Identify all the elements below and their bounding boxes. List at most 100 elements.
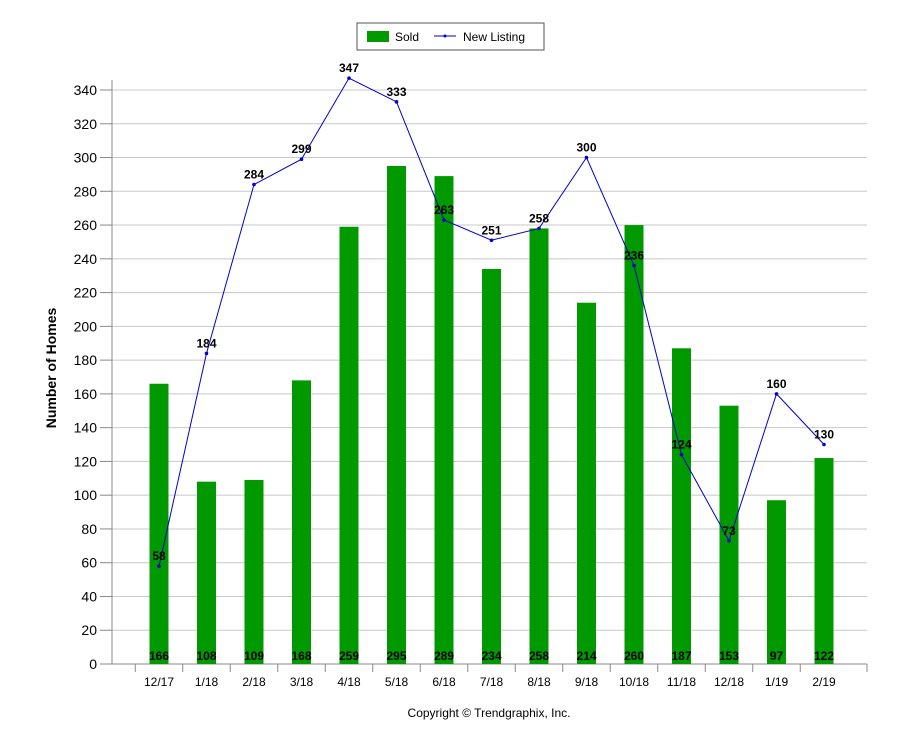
sold-data-label: 214 (576, 649, 596, 663)
new-listing-point (489, 238, 494, 243)
y-tick-label: 140 (74, 420, 98, 436)
new-listing-data-label: 58 (152, 549, 166, 563)
new-listing-data-label: 73 (722, 524, 736, 538)
sold-data-label: 260 (624, 649, 644, 663)
x-tick-label: 10/18 (619, 675, 649, 689)
y-tick-label: 60 (81, 555, 97, 571)
new-listing-line (157, 76, 826, 568)
sold-data-label: 234 (481, 649, 501, 663)
sold-data-label: 187 (671, 649, 691, 663)
sold-data-labels: 166 108 109 168 259 295 289 234 258 214 260 187 153 9… (149, 649, 834, 663)
y-tick-label: 260 (74, 217, 98, 233)
new-listing-data-label: 347 (339, 61, 359, 75)
x-tick-label: 6/18 (432, 675, 456, 689)
sold-data-label: 109 (244, 649, 264, 663)
sold-bar (292, 380, 311, 664)
new-listing-point (157, 564, 161, 568)
x-tick-label: 5/18 (385, 675, 409, 689)
y-tick-label: 180 (74, 352, 98, 368)
new-listing-data-label: 333 (386, 85, 406, 99)
new-listing-point (632, 263, 636, 268)
sold-bar (719, 405, 739, 664)
new-listing-data-label: 258 (529, 211, 549, 225)
new-listing-data-label: 299 (291, 142, 311, 156)
new-listing-point (347, 76, 351, 80)
copyright: Copyright © Trendgraphix, Inc. (408, 706, 571, 720)
legend-new-listing-label: New Listing (463, 30, 525, 44)
sold-data-label: 97 (770, 649, 784, 663)
new-listing-data-label: 284 (244, 168, 264, 182)
y-tick-label: 280 (74, 183, 98, 199)
sold-bar (434, 176, 454, 664)
y-tick-label: 320 (74, 116, 98, 132)
sold-bar (624, 225, 644, 664)
x-tick-label: 2/19 (812, 675, 836, 689)
sold-data-label: 166 (149, 649, 169, 663)
sold-bar (577, 302, 596, 664)
y-tick-label: 240 (74, 251, 98, 267)
new-listing-point (204, 351, 209, 356)
sold-data-label: 295 (386, 649, 406, 663)
x-tick-label: 1/18 (195, 675, 219, 689)
new-listing-data-label: 184 (196, 336, 216, 350)
legend: Sold New Listing (356, 22, 545, 51)
new-listing-data-label: 263 (434, 203, 454, 217)
sold-data-label: 108 (196, 649, 216, 663)
new-listing-point (442, 218, 446, 222)
new-listing-data-label: 236 (624, 249, 644, 263)
sold-bar (482, 268, 501, 664)
new-listing-point (394, 100, 399, 104)
y-tick-label: 220 (74, 285, 98, 301)
y-tick-label: 20 (81, 622, 97, 638)
sold-bar (814, 458, 834, 664)
sold-bar (244, 479, 264, 664)
x-tick-label: 12/17 (144, 675, 174, 689)
new-listing-point (584, 155, 589, 160)
new-listing-point (252, 182, 256, 187)
x-tick-labels: 12/17 1/18 2/18 3/18 4/18 5/18 6/18 7/18 8/18 9/1… (134, 664, 836, 689)
sold-bar (149, 383, 169, 664)
x-tick-label: 8/18 (527, 675, 551, 689)
sold-bar (197, 481, 216, 664)
new-listing-data-label: 160 (766, 377, 786, 391)
y-tick-label: 200 (74, 318, 98, 334)
sold-bar (529, 228, 549, 664)
new-listing-point (774, 392, 779, 396)
y-tick-label: 120 (74, 453, 98, 469)
x-tick-label: 12/18 (714, 675, 744, 689)
x-tick-label: 1/19 (765, 675, 789, 689)
x-tick-label: 4/18 (337, 675, 361, 689)
new-listing-point (727, 538, 731, 543)
new-listing-data-label: 251 (481, 223, 501, 237)
sold-bar (339, 226, 359, 664)
y-tick-label: 80 (81, 521, 97, 537)
y-tick-label: 340 (74, 82, 98, 98)
new-listing-point (679, 452, 684, 457)
legend-new-listing-marker (443, 34, 447, 38)
sold-bar (387, 165, 406, 664)
sold-data-label: 289 (434, 649, 454, 663)
sold-bar (767, 500, 786, 664)
sold-data-label: 258 (529, 649, 549, 663)
sold-data-label: 259 (339, 649, 359, 663)
sold-data-label: 168 (291, 649, 311, 663)
new-listing-data-label: 300 (576, 141, 596, 155)
y-tick-label: 100 (74, 487, 98, 503)
sold-bar (672, 348, 691, 664)
new-listing-data-label: 130 (814, 428, 834, 442)
y-tick-label: 160 (74, 386, 98, 402)
x-tick-label: 11/18 (667, 675, 696, 689)
x-tick-label: 2/18 (242, 675, 266, 689)
legend-sold-label: Sold (395, 30, 419, 44)
new-listing-data-label: 124 (671, 438, 691, 452)
sold-bars (149, 165, 834, 664)
new-listing-point (822, 442, 826, 447)
x-tick-label: 9/18 (575, 675, 599, 689)
x-tick-label: 3/18 (290, 675, 314, 689)
legend-sold-swatch (367, 31, 389, 42)
y-tick-label: 300 (74, 150, 98, 166)
new-listing-point (537, 226, 541, 231)
y-tick-label: 0 (89, 656, 97, 672)
y-tick-labels: 0 20 40 60 80 100 120 140 160 180 200 220 240 260 280 3… (74, 82, 98, 672)
